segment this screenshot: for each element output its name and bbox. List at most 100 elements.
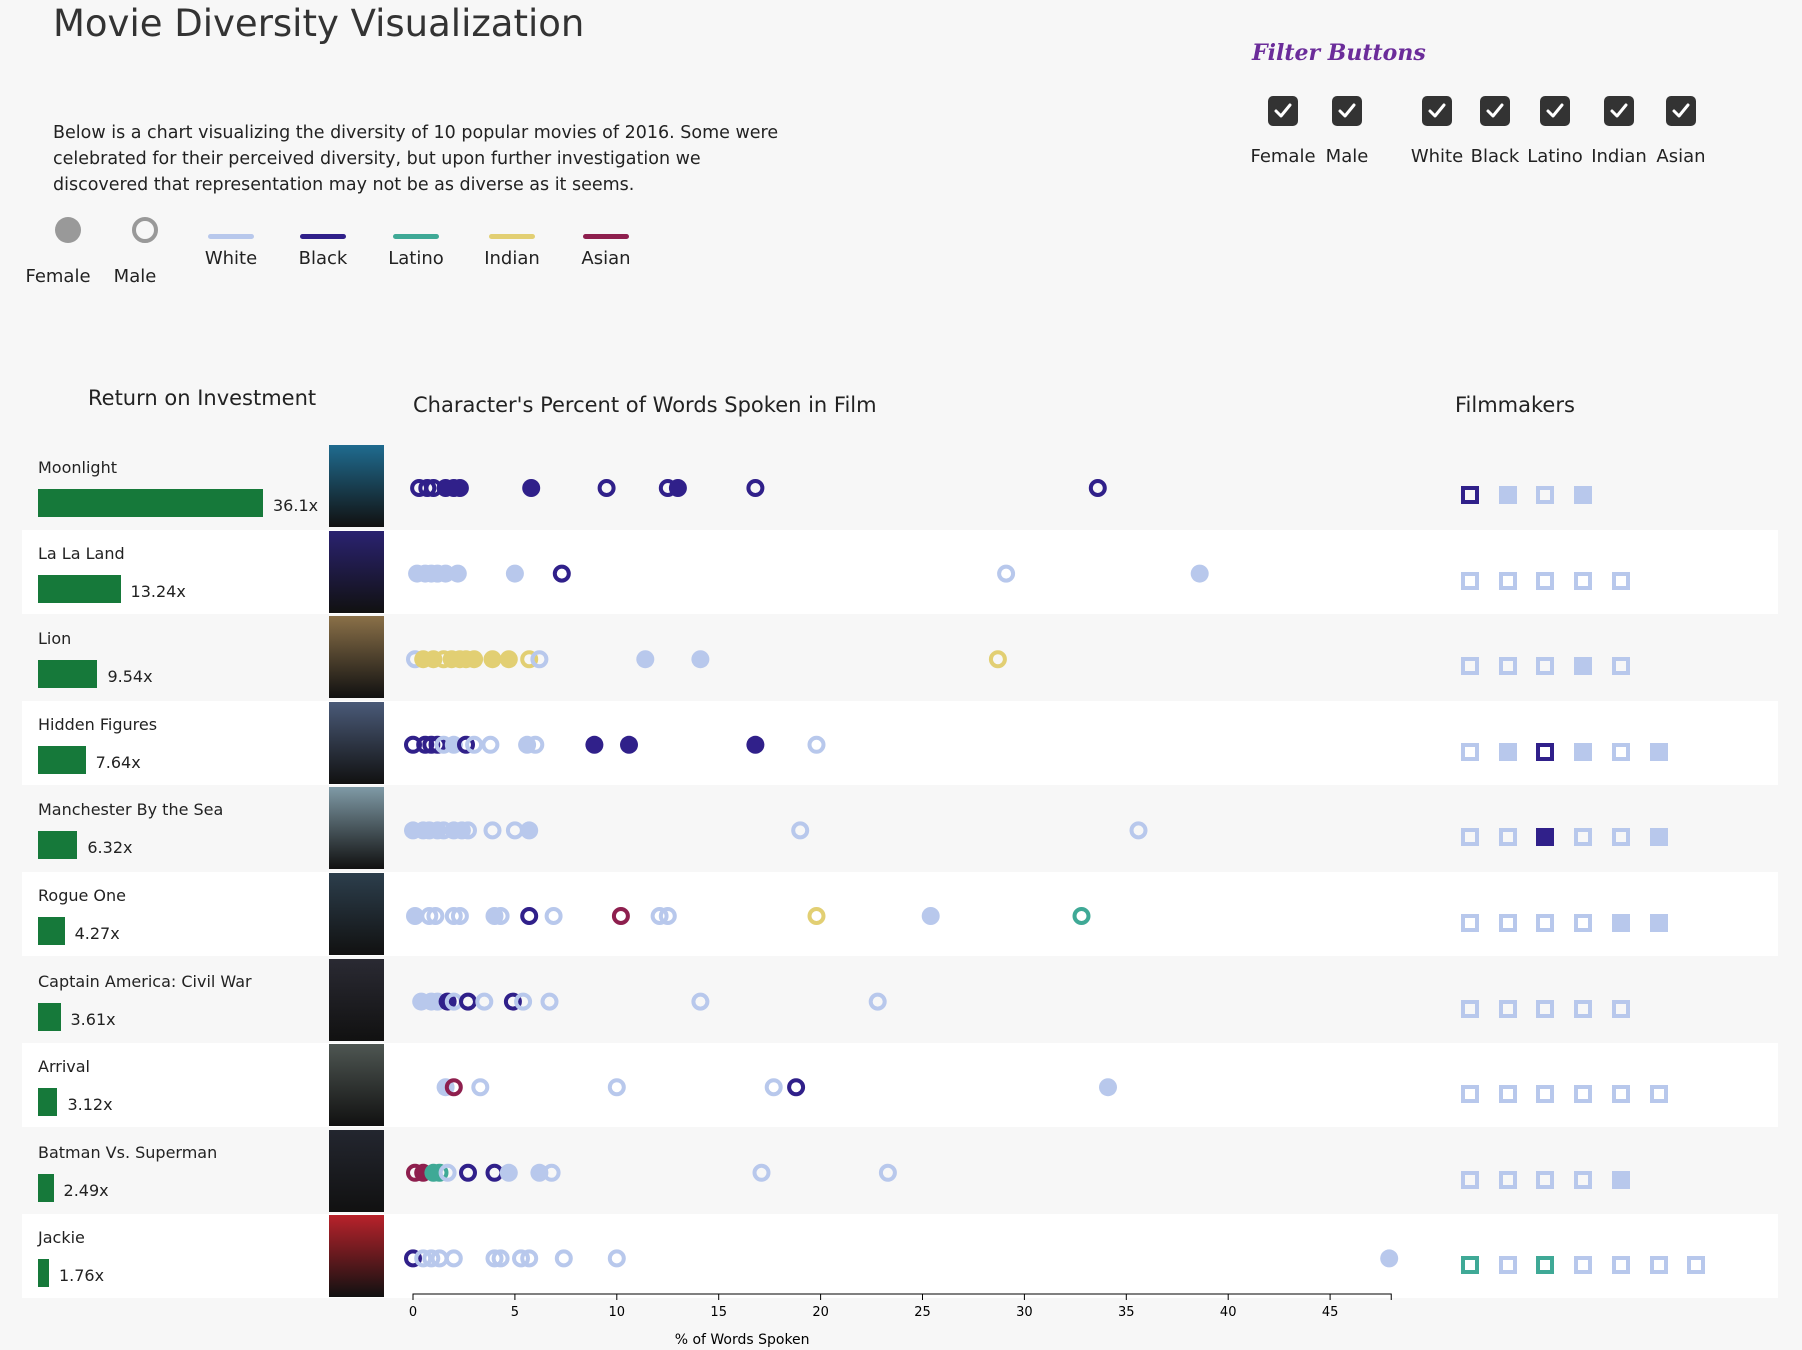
movie-poster-image[interactable]: [329, 1215, 384, 1298]
character-point[interactable]: [787, 1078, 806, 1097]
filmmaker-square[interactable]: [1649, 1256, 1668, 1275]
filmmaker-square[interactable]: [1611, 571, 1630, 590]
character-point[interactable]: [459, 992, 477, 1011]
filmmaker-square[interactable]: [1536, 999, 1555, 1018]
filmmaker-square[interactable]: [1461, 571, 1479, 590]
filmmaker-square[interactable]: [1461, 486, 1479, 504]
character-point[interactable]: [530, 650, 549, 669]
filmmaker-square[interactable]: [1611, 1170, 1630, 1189]
character-point[interactable]: [457, 735, 475, 754]
character-point[interactable]: [554, 1249, 573, 1268]
character-point[interactable]: [450, 479, 469, 497]
character-point[interactable]: [691, 650, 710, 669]
filmmaker-square[interactable]: [1574, 914, 1593, 932]
character-point[interactable]: [552, 564, 571, 583]
filmmaker-square[interactable]: [1611, 914, 1630, 932]
character-point[interactable]: [544, 907, 563, 925]
character-point[interactable]: [526, 735, 545, 754]
character-point[interactable]: [691, 992, 710, 1011]
filmmaker-square[interactable]: [1611, 1085, 1630, 1104]
character-point[interactable]: [636, 650, 655, 669]
character-point[interactable]: [791, 821, 810, 840]
character-point[interactable]: [585, 735, 604, 754]
filmmaker-square[interactable]: [1461, 1170, 1479, 1189]
movie-poster-image[interactable]: [329, 958, 384, 1041]
filter-latino-checkbox[interactable]: [1540, 96, 1570, 126]
character-point[interactable]: [483, 650, 502, 669]
character-point[interactable]: [520, 907, 539, 925]
character-point[interactable]: [485, 1163, 504, 1182]
filmmaker-square[interactable]: [1498, 657, 1517, 676]
character-point[interactable]: [428, 735, 447, 754]
filmmaker-square[interactable]: [1574, 1256, 1593, 1275]
movie-poster-image[interactable]: [329, 445, 384, 527]
character-point[interactable]: [406, 907, 424, 925]
character-point[interactable]: [607, 1078, 626, 1097]
character-point[interactable]: [505, 564, 524, 583]
character-point[interactable]: [868, 992, 887, 1011]
character-point[interactable]: [807, 735, 826, 754]
movie-poster-image[interactable]: [329, 787, 384, 870]
character-point[interactable]: [1072, 907, 1091, 925]
character-point[interactable]: [746, 479, 765, 497]
filmmaker-square[interactable]: [1536, 486, 1555, 504]
movie-poster-image[interactable]: [329, 530, 384, 613]
filmmaker-square[interactable]: [1461, 914, 1479, 932]
character-point[interactable]: [459, 1163, 477, 1182]
character-point[interactable]: [420, 907, 439, 925]
character-point[interactable]: [921, 907, 940, 925]
character-point[interactable]: [426, 907, 445, 925]
filmmaker-square[interactable]: [1611, 742, 1630, 761]
filmmaker-square[interactable]: [1498, 1256, 1517, 1275]
filmmaker-square[interactable]: [1536, 828, 1555, 847]
filmmaker-square[interactable]: [1574, 828, 1593, 847]
movie-poster-image[interactable]: [329, 616, 384, 699]
character-point[interactable]: [878, 1163, 897, 1182]
filmmaker-square[interactable]: [1611, 999, 1630, 1018]
filmmaker-square[interactable]: [1461, 742, 1479, 761]
character-point[interactable]: [471, 1078, 490, 1097]
character-point[interactable]: [650, 907, 669, 925]
character-point[interactable]: [764, 1078, 783, 1097]
filmmaker-square[interactable]: [1461, 657, 1479, 676]
filmmaker-square[interactable]: [1461, 828, 1479, 847]
character-point[interactable]: [514, 992, 533, 1011]
character-point[interactable]: [540, 992, 559, 1011]
character-point[interactable]: [997, 564, 1016, 583]
movie-poster-image[interactable]: [329, 1129, 384, 1212]
character-point[interactable]: [520, 1249, 539, 1268]
character-point[interactable]: [459, 821, 477, 840]
filmmaker-square[interactable]: [1536, 1256, 1555, 1275]
character-point[interactable]: [620, 735, 638, 754]
character-point[interactable]: [1099, 1078, 1117, 1097]
character-point[interactable]: [444, 1249, 463, 1268]
filmmaker-square[interactable]: [1536, 914, 1555, 932]
filmmaker-square[interactable]: [1498, 999, 1517, 1018]
filmmaker-square[interactable]: [1574, 1170, 1593, 1189]
character-point[interactable]: [491, 1249, 510, 1268]
character-point[interactable]: [522, 479, 541, 497]
character-point[interactable]: [491, 907, 510, 925]
filmmaker-square[interactable]: [1498, 742, 1517, 761]
filmmaker-square[interactable]: [1498, 828, 1517, 847]
character-point[interactable]: [1129, 821, 1148, 840]
character-point[interactable]: [499, 1163, 518, 1182]
filmmaker-square[interactable]: [1611, 828, 1630, 847]
filmmaker-square[interactable]: [1536, 742, 1555, 761]
filter-white-checkbox[interactable]: [1422, 96, 1452, 126]
character-point[interactable]: [444, 907, 463, 925]
character-point[interactable]: [752, 1163, 771, 1182]
character-point[interactable]: [658, 907, 677, 925]
character-point[interactable]: [404, 1249, 422, 1268]
filmmaker-square[interactable]: [1574, 742, 1593, 761]
character-point[interactable]: [485, 1249, 504, 1268]
character-point[interactable]: [422, 1249, 441, 1268]
character-point[interactable]: [481, 735, 500, 754]
character-point[interactable]: [475, 992, 494, 1011]
character-point[interactable]: [418, 479, 437, 497]
character-point[interactable]: [1190, 564, 1209, 583]
filmmaker-square[interactable]: [1574, 1085, 1593, 1104]
character-point[interactable]: [746, 735, 765, 754]
character-point[interactable]: [1380, 1249, 1399, 1268]
filmmaker-square[interactable]: [1574, 657, 1593, 676]
